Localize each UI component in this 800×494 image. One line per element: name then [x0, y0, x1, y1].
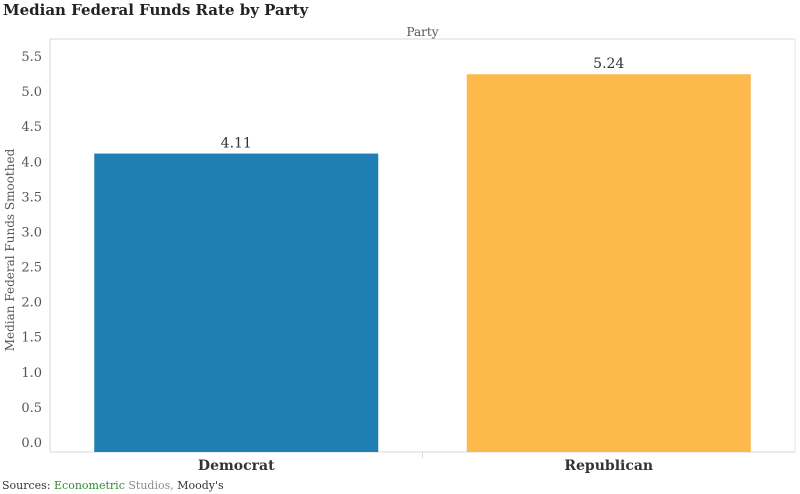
y-tick-label: 2.0: [21, 296, 42, 311]
x-tick-label: Republican: [564, 458, 653, 474]
source-econometric: Econometric: [54, 479, 125, 492]
y-tick-label: 4.5: [21, 120, 42, 135]
y-axis-label: Median Federal Funds Smoothed: [3, 148, 17, 351]
y-tick-label: 2.5: [21, 261, 42, 276]
y-tick-label: 5.0: [21, 85, 42, 100]
data-label: 4.11: [221, 136, 252, 152]
y-tick-label: 4.0: [21, 155, 42, 170]
source-studios: Studios,: [128, 479, 174, 492]
sources-note: Sources: Econometric Studios, Moody's: [2, 479, 224, 492]
x-tick-label: Democrat: [198, 458, 275, 474]
y-tick-label: 5.5: [21, 50, 42, 65]
column-header-party: Party: [406, 25, 438, 39]
data-label: 5.24: [593, 56, 624, 72]
y-tick-label: 3.0: [21, 225, 42, 240]
y-tick-label: 0.5: [21, 401, 42, 416]
y-tick-label: 1.5: [21, 331, 42, 346]
y-tick-label: 0.0: [21, 436, 42, 451]
y-tick-label: 3.5: [21, 190, 42, 205]
source-moodys: Moody's: [177, 479, 224, 492]
bar-republican: [466, 74, 751, 452]
bar-democrat: [94, 153, 379, 452]
sources-prefix: Sources:: [2, 479, 51, 492]
chart-title: Median Federal Funds Rate by Party: [3, 1, 309, 19]
y-tick-label: 1.0: [21, 366, 42, 381]
